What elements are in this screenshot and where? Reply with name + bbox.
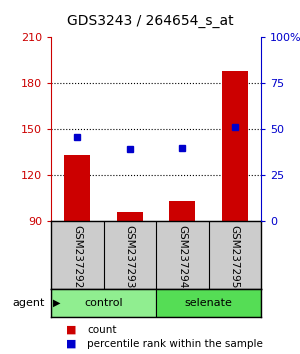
- Text: percentile rank within the sample: percentile rank within the sample: [87, 339, 263, 349]
- Text: GDS3243 / 264654_s_at: GDS3243 / 264654_s_at: [67, 14, 233, 28]
- Text: GSM237292: GSM237292: [72, 225, 82, 288]
- Text: GSM237294: GSM237294: [177, 225, 187, 288]
- Text: agent: agent: [13, 298, 45, 308]
- Text: ■: ■: [66, 339, 76, 349]
- Bar: [222, 71, 248, 221]
- Bar: [64, 155, 90, 221]
- Text: GSM237295: GSM237295: [230, 225, 240, 288]
- Text: selenate: selenate: [184, 298, 232, 308]
- Text: control: control: [84, 298, 123, 308]
- Text: ■: ■: [66, 325, 76, 335]
- Bar: [156, 289, 261, 317]
- Text: ▶: ▶: [52, 298, 60, 308]
- Text: GSM237293: GSM237293: [125, 225, 135, 288]
- Text: count: count: [87, 325, 116, 335]
- Bar: [51, 289, 156, 317]
- Bar: [169, 201, 195, 221]
- Bar: [117, 212, 143, 221]
